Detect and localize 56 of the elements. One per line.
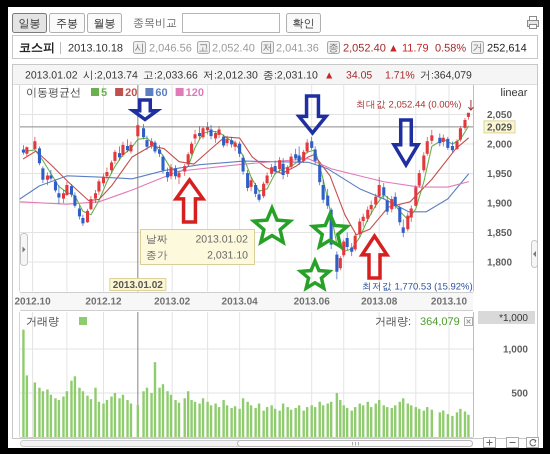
legend-label: 거래량 [26,316,59,328]
y-tick-label: 1,850 [487,228,512,239]
y-tick-label: 1,800 [487,258,512,268]
x-tick-label: 2013.10 [430,296,468,308]
text: 주봉 [56,18,78,30]
text: 2,046.56 [149,42,192,54]
text: 34.05 [346,70,372,82]
legend-label: 120 [186,86,204,99]
legend-title: 이동평균선 [26,86,81,99]
text: 2013.10.18 [68,42,124,54]
text: 월봉 [94,18,116,30]
text: 2,041.36 [276,42,319,54]
y-tick-label: 1,900 [487,198,512,210]
annotation: 최저값 1,770.53 (15.92%) [362,281,473,292]
text: ▲ [324,70,334,82]
text: linear [500,86,528,99]
x-tick-label: 2013.06 [294,296,330,308]
text: 0.58% [435,42,466,54]
text: ▲ 11.79 [388,42,429,54]
y-tick-label: 500 [511,388,528,400]
text: 시:2,013.74 [83,70,138,82]
text: 종목비교 [133,17,177,30]
y-tick-label: 2,050 [487,110,512,121]
text: 고:2,033.66 [143,70,198,82]
text: 저:2,012.30 [203,70,258,82]
ref-line-label: 2013.01.02 [112,280,164,291]
x-tick-label: 2013.02 [154,296,191,308]
y-axis-title: *1,000 [499,313,528,324]
text: 1.71% [385,70,415,82]
x-tick-label: 2012.12 [85,296,122,308]
text: 종:2,031.10 [263,70,318,82]
annotation: 날짜 [146,234,168,246]
annotation: 2013.01.02 [195,234,248,246]
legend-label: 5 [101,86,108,99]
x-tick-label: 2013.08 [361,296,398,308]
text: 확인 [292,18,314,30]
text: 252,614 [487,42,527,54]
x-tick-label: 2013.04 [222,296,258,308]
annotation: 2,031.10 [207,250,248,262]
legend-label: 20 [125,86,138,99]
text: 2,052.40 [212,42,255,54]
y-tick-label: 1,000 [502,344,528,356]
annotation: 364,079 [420,316,460,328]
text: 2,052.40 [343,42,386,54]
annotation: 최대값 2,052.44 (0.00%) [356,99,462,110]
text: 2013.01.02 [25,70,78,82]
legend-label: 60 [155,86,168,99]
ref-line-label: 2,029 [487,122,512,134]
chart-title: 코스피 [19,40,55,55]
annotation: 종가 [146,250,168,262]
text: 거:364,079 [420,70,472,82]
y-tick-label: 2,000 [487,140,512,150]
annotation: 거래량: [375,316,412,328]
x-tick-label: 2012.10 [14,296,52,308]
y-tick-label: 1,950 [487,169,512,180]
text: 일봉 [18,18,40,30]
